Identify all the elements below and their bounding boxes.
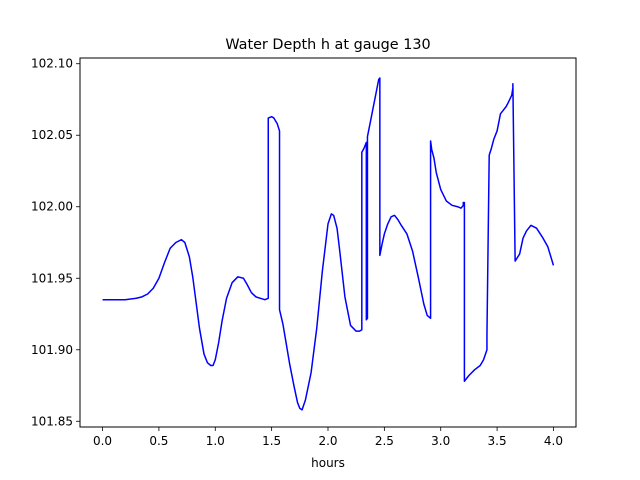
x-tick-label: 2.5 <box>375 434 394 448</box>
x-axis-label: hours <box>311 456 345 470</box>
x-tick-label: 0.5 <box>149 434 168 448</box>
y-axis: 101.85 101.90 101.95 102.00 102.05 102.10 <box>31 57 80 428</box>
y-tick-label: 102.05 <box>31 128 73 142</box>
y-tick-label: 101.95 <box>31 271 73 285</box>
y-tick-label: 102.00 <box>31 200 73 214</box>
x-tick-label: 1.5 <box>262 434 281 448</box>
series-line <box>102 77 555 411</box>
y-tick-label: 101.90 <box>31 343 73 357</box>
x-tick-label: 3.5 <box>488 434 507 448</box>
x-tick-label: 4.0 <box>544 434 563 448</box>
y-tick-label: 101.85 <box>31 414 73 428</box>
chart-title: Water Depth h at gauge 130 <box>225 37 430 53</box>
x-tick-label: 2.0 <box>318 434 337 448</box>
x-tick-label: 0.0 <box>93 434 112 448</box>
y-tick-label: 102.10 <box>31 57 73 71</box>
x-tick-label: 3.0 <box>431 434 450 448</box>
x-axis: 0.0 0.5 1.0 1.5 2.0 2.5 3.0 3.5 4.0 <box>93 427 563 448</box>
x-tick-label: 1.0 <box>206 434 225 448</box>
plot-area <box>102 77 555 411</box>
